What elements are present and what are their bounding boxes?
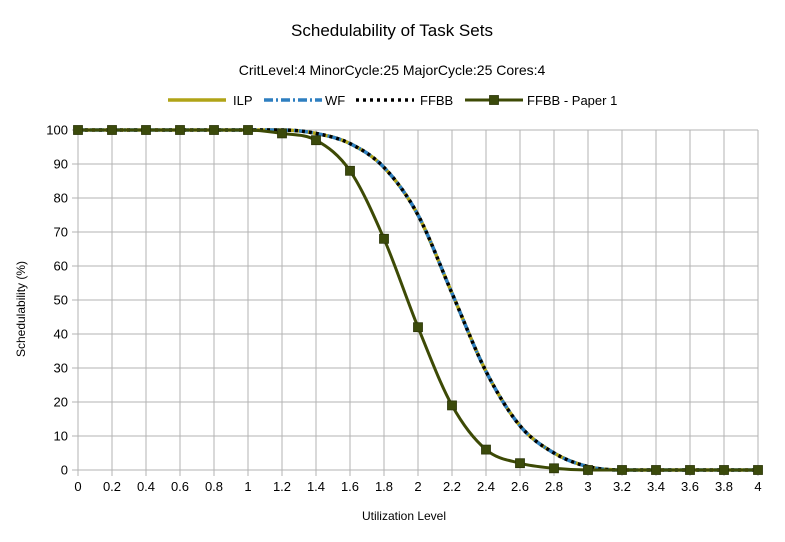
axes [72,129,759,476]
data-point-ffbb-paper-1 [277,128,287,139]
data-point-ffbb-paper-1 [413,322,423,333]
x-tick-label: 2 [414,479,421,494]
x-tick-label: 3.2 [613,479,631,494]
x-tick-label: 1.8 [375,479,393,494]
gridlines [77,129,759,471]
legend-label-ffbb-paper-1: FFBB - Paper 1 [527,93,617,108]
y-tick-label: 0 [61,463,68,478]
x-tick-label: 3.8 [715,479,733,494]
x-tick-label: 2.6 [511,479,529,494]
legend-marker-ffbb-paper-1 [489,95,499,105]
x-axis-label: Utilization Level [362,509,446,523]
x-tick-label: 1 [244,479,251,494]
y-axis-label: Schedulability (%) [14,261,28,357]
y-tick-label: 90 [54,157,68,172]
data-point-ffbb-paper-1 [141,125,151,135]
data-point-ffbb-paper-1 [685,465,695,475]
data-point-ffbb-paper-1 [175,125,185,135]
y-tick-label: 100 [46,123,68,138]
x-tick-label: 0.4 [137,479,155,494]
x-tick-label: 3.6 [681,479,699,494]
x-tick-label: 2.8 [545,479,563,494]
legend-label-wf: WF [325,93,345,108]
x-tick-label: 2.2 [443,479,461,494]
data-point-ffbb-paper-1 [719,465,729,475]
y-tick-label: 10 [54,429,68,444]
x-tick-label: 1.4 [307,479,325,494]
chart-title: Schedulability of Task Sets [291,21,493,40]
data-point-ffbb-paper-1 [617,465,627,475]
y-tick-label: 70 [54,225,68,240]
y-tick-label: 60 [54,259,68,274]
y-tick-labels: 0 10 20 30 40 50 60 70 80 90 100 [46,123,68,478]
x-tick-label: 1.2 [273,479,291,494]
legend: ILP WF FFBB FFBB - Paper 1 [168,93,617,108]
y-tick-label: 30 [54,361,68,376]
y-tick-label: 80 [54,191,68,206]
x-tick-labels: 0 0.2 0.4 0.6 0.8 1 1.2 1.4 1.6 1.8 2 2.2 2.4 2.6 2.8 3… [74,479,761,494]
data-point-ffbb-paper-1 [107,125,117,135]
plot-area [73,125,763,475]
data-point-ffbb-paper-1 [583,465,593,475]
x-tick-label: 2.4 [477,479,495,494]
y-tick-label: 50 [54,293,68,308]
x-tick-label: 0.8 [205,479,223,494]
data-point-ffbb-paper-1 [73,125,83,135]
data-point-ffbb-paper-1 [651,465,661,475]
x-tick-label: 3 [584,479,591,494]
data-point-ffbb-paper-1 [243,125,253,135]
data-point-ffbb-paper-1 [209,125,219,135]
data-point-ffbb-paper-1 [447,400,457,411]
chart-subtitle: CritLevel:4 MinorCycle:25 MajorCycle:25 … [239,62,546,78]
y-tick-label: 40 [54,327,68,342]
legend-label-ffbb: FFBB [420,93,453,108]
data-point-ffbb-paper-1 [515,458,525,469]
y-tick-label: 20 [54,395,68,410]
data-point-ffbb-paper-1 [481,444,491,455]
x-tick-label: 0 [74,479,81,494]
x-tick-label: 0.6 [171,479,189,494]
data-point-ffbb-paper-1 [753,465,763,475]
legend-label-ilp: ILP [233,93,253,108]
x-tick-label: 4 [754,479,761,494]
data-point-ffbb-paper-1 [311,135,321,146]
data-point-ffbb-paper-1 [549,463,559,474]
data-point-ffbb-paper-1 [379,233,389,244]
x-tick-label: 1.6 [341,479,359,494]
x-tick-label: 0.2 [103,479,121,494]
x-tick-label: 3.4 [647,479,665,494]
data-point-ffbb-paper-1 [345,165,355,176]
